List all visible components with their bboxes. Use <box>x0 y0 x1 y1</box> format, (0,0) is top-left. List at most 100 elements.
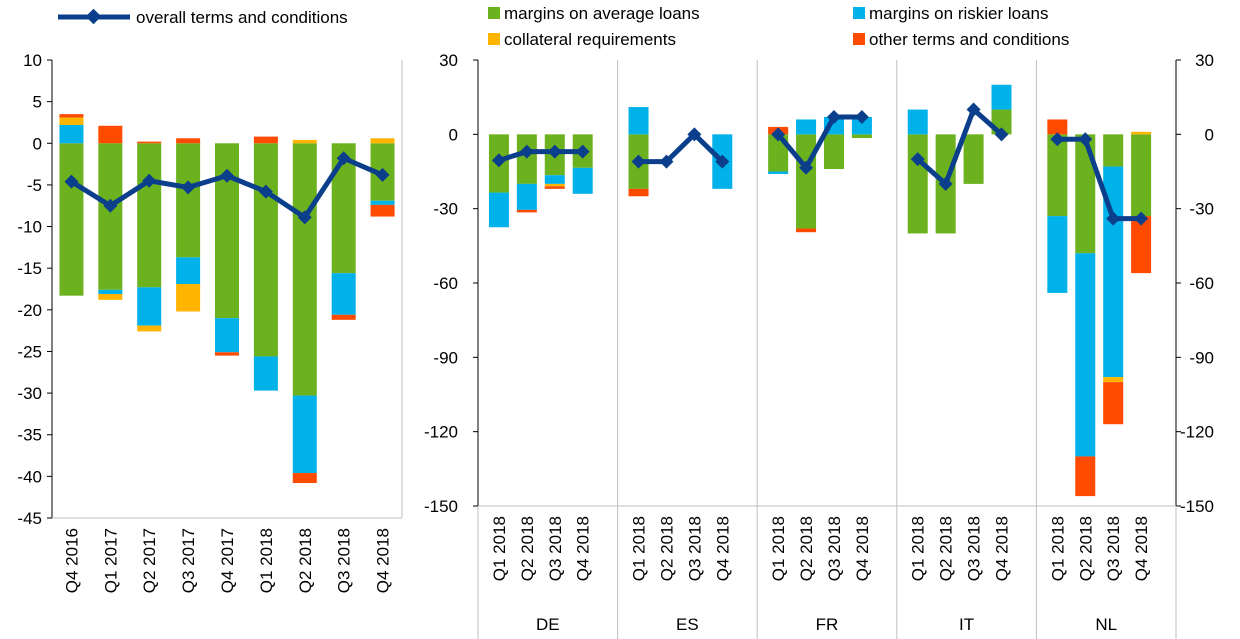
right-nl-other-bar <box>1103 382 1124 425</box>
right-x-tick-label: Q2 2018 <box>797 516 816 581</box>
left-x-tick-label: Q2 2017 <box>140 528 159 593</box>
left-y-tick-label: 0 <box>33 134 42 153</box>
right-left-y-tick-label: -60 <box>433 274 458 293</box>
left-x-tick-label: Q3 2017 <box>179 528 198 593</box>
right-nl-margins-average-bar <box>1047 134 1068 217</box>
right-left-y-tick-label: -150 <box>424 497 458 516</box>
right-right-y-tick-label: -60 <box>1189 274 1214 293</box>
right-fr-margins-average-bar <box>851 134 872 139</box>
left-margins-riskier-bar <box>253 356 278 391</box>
right-x-tick-label: Q4 2018 <box>993 516 1012 581</box>
country-label-it: IT <box>959 615 974 634</box>
legend-label-margins-riskier: margins on riskier loans <box>869 4 1049 23</box>
left-other-bar <box>331 314 356 320</box>
left-margins-riskier-bar <box>59 124 84 144</box>
right-x-tick-label: Q1 2018 <box>769 516 788 581</box>
left-x-tick-label: Q4 2017 <box>218 528 237 593</box>
right-right-y-tick-label: 0 <box>1205 125 1214 144</box>
left-margins-riskier-bar <box>215 318 239 353</box>
country-label-fr: FR <box>816 615 839 634</box>
left-margins-average-bar <box>137 143 162 288</box>
right-x-tick-label: Q2 2018 <box>937 516 956 581</box>
left-margins-riskier-bar <box>370 200 395 205</box>
left-y-tick-label: -15 <box>17 259 42 278</box>
right-nl-collateral-bar <box>1131 131 1152 135</box>
right-right-y-tick-label: 30 <box>1195 51 1214 70</box>
left-margins-average-bar <box>292 143 317 396</box>
left-x-tick-label: Q1 2017 <box>101 528 120 593</box>
legend-label-margins-average: margins on average loans <box>504 4 700 23</box>
right-right-y-tick-label: -120 <box>1180 423 1214 442</box>
left-overall-point <box>336 151 351 166</box>
left-y-tick-label: -45 <box>17 509 42 528</box>
legend-label-other: other terms and conditions <box>869 30 1069 49</box>
country-label-de: DE <box>536 615 560 634</box>
right-x-tick-label: Q1 2018 <box>909 516 928 581</box>
left-other-bar <box>137 141 162 144</box>
right-overall-point <box>938 176 953 191</box>
left-collateral-bar <box>98 293 123 300</box>
right-fr-margins-average-bar <box>796 134 817 229</box>
left-y-tick-label: 5 <box>33 93 42 112</box>
right-x-tick-label: Q4 2018 <box>574 516 593 581</box>
right-de-other-bar <box>544 186 565 189</box>
right-nl-other-bar <box>1131 216 1152 274</box>
left-y-tick-label: -20 <box>17 301 42 320</box>
legend-label-overall: overall terms and conditions <box>136 8 348 27</box>
left-y-tick-label: -10 <box>17 218 42 237</box>
left-margins-riskier-bar <box>292 395 317 474</box>
right-de-margins-riskier-bar <box>544 175 565 184</box>
right-overall-point <box>1050 132 1065 147</box>
right-x-tick-label: Q2 2018 <box>657 516 676 581</box>
left-overall-point <box>142 173 157 188</box>
right-x-tick-label: Q4 2018 <box>853 516 872 581</box>
right-x-tick-label: Q4 2018 <box>713 516 732 581</box>
left-y-tick-label: -35 <box>17 426 42 445</box>
right-chart: 30 30 0 0 -30 -30 -60 -60 -90 -90 -120 -120 -150 -150… <box>424 51 1214 639</box>
right-overall-point <box>1134 211 1149 226</box>
right-left-y-tick-label: -120 <box>424 423 458 442</box>
right-x-tick-label: Q1 2018 <box>1048 516 1067 581</box>
right-de-margins-riskier-bar <box>516 183 537 210</box>
right-it-margins-average-bar <box>963 134 984 184</box>
right-x-tick-label: Q1 2018 <box>490 516 509 581</box>
left-collateral-bar <box>137 325 162 332</box>
right-nl-margins-average-bar <box>1131 134 1152 217</box>
left-overall-point <box>297 210 312 225</box>
right-nl-other-bar <box>1047 119 1068 135</box>
legend-item-collateral: collateral requirements <box>488 30 676 49</box>
right-de-margins-riskier-bar <box>488 192 509 228</box>
right-overall-point <box>547 144 562 159</box>
legend: overall terms and conditions margins on … <box>58 4 1069 49</box>
left-other-bar <box>98 125 123 144</box>
right-right-y-tick-label: -90 <box>1189 348 1214 367</box>
right-it-margins-average-bar <box>907 134 928 234</box>
right-overall-line-es <box>638 131 725 165</box>
right-overall-point <box>631 154 646 169</box>
left-x-tick-label: Q4 2016 <box>62 528 81 593</box>
left-other-bar <box>253 136 278 144</box>
legend-label-collateral: collateral requirements <box>504 30 676 49</box>
right-overall-point <box>799 160 814 175</box>
legend-item-margins-riskier: margins on riskier loans <box>853 4 1049 23</box>
left-collateral-bar <box>59 117 84 125</box>
right-left-y-tick-label: -30 <box>433 200 458 219</box>
left-margins-riskier-bar <box>98 289 123 294</box>
right-overall-point <box>659 154 674 169</box>
right-fr-margins-riskier-bar <box>768 171 789 174</box>
right-nl-margins-riskier-bar <box>1047 216 1068 293</box>
right-overall-point <box>994 127 1009 142</box>
right-left-y-tick-label: -90 <box>433 348 458 367</box>
right-overall-line-de <box>498 149 583 163</box>
legend-swatch-margins-riskier <box>853 7 865 19</box>
right-overall-point <box>910 152 925 167</box>
right-left-y-tick-label: 30 <box>439 51 458 70</box>
legend-swatch-collateral <box>488 33 500 45</box>
left-overall-point <box>258 184 273 199</box>
left-margins-riskier-bar <box>137 287 162 326</box>
legend-item-margins-average: margins on average loans <box>488 4 700 23</box>
left-collateral-bar <box>370 138 395 144</box>
right-nl-margins-average-bar <box>1103 134 1124 167</box>
legend-swatch-margins-average <box>488 7 500 19</box>
